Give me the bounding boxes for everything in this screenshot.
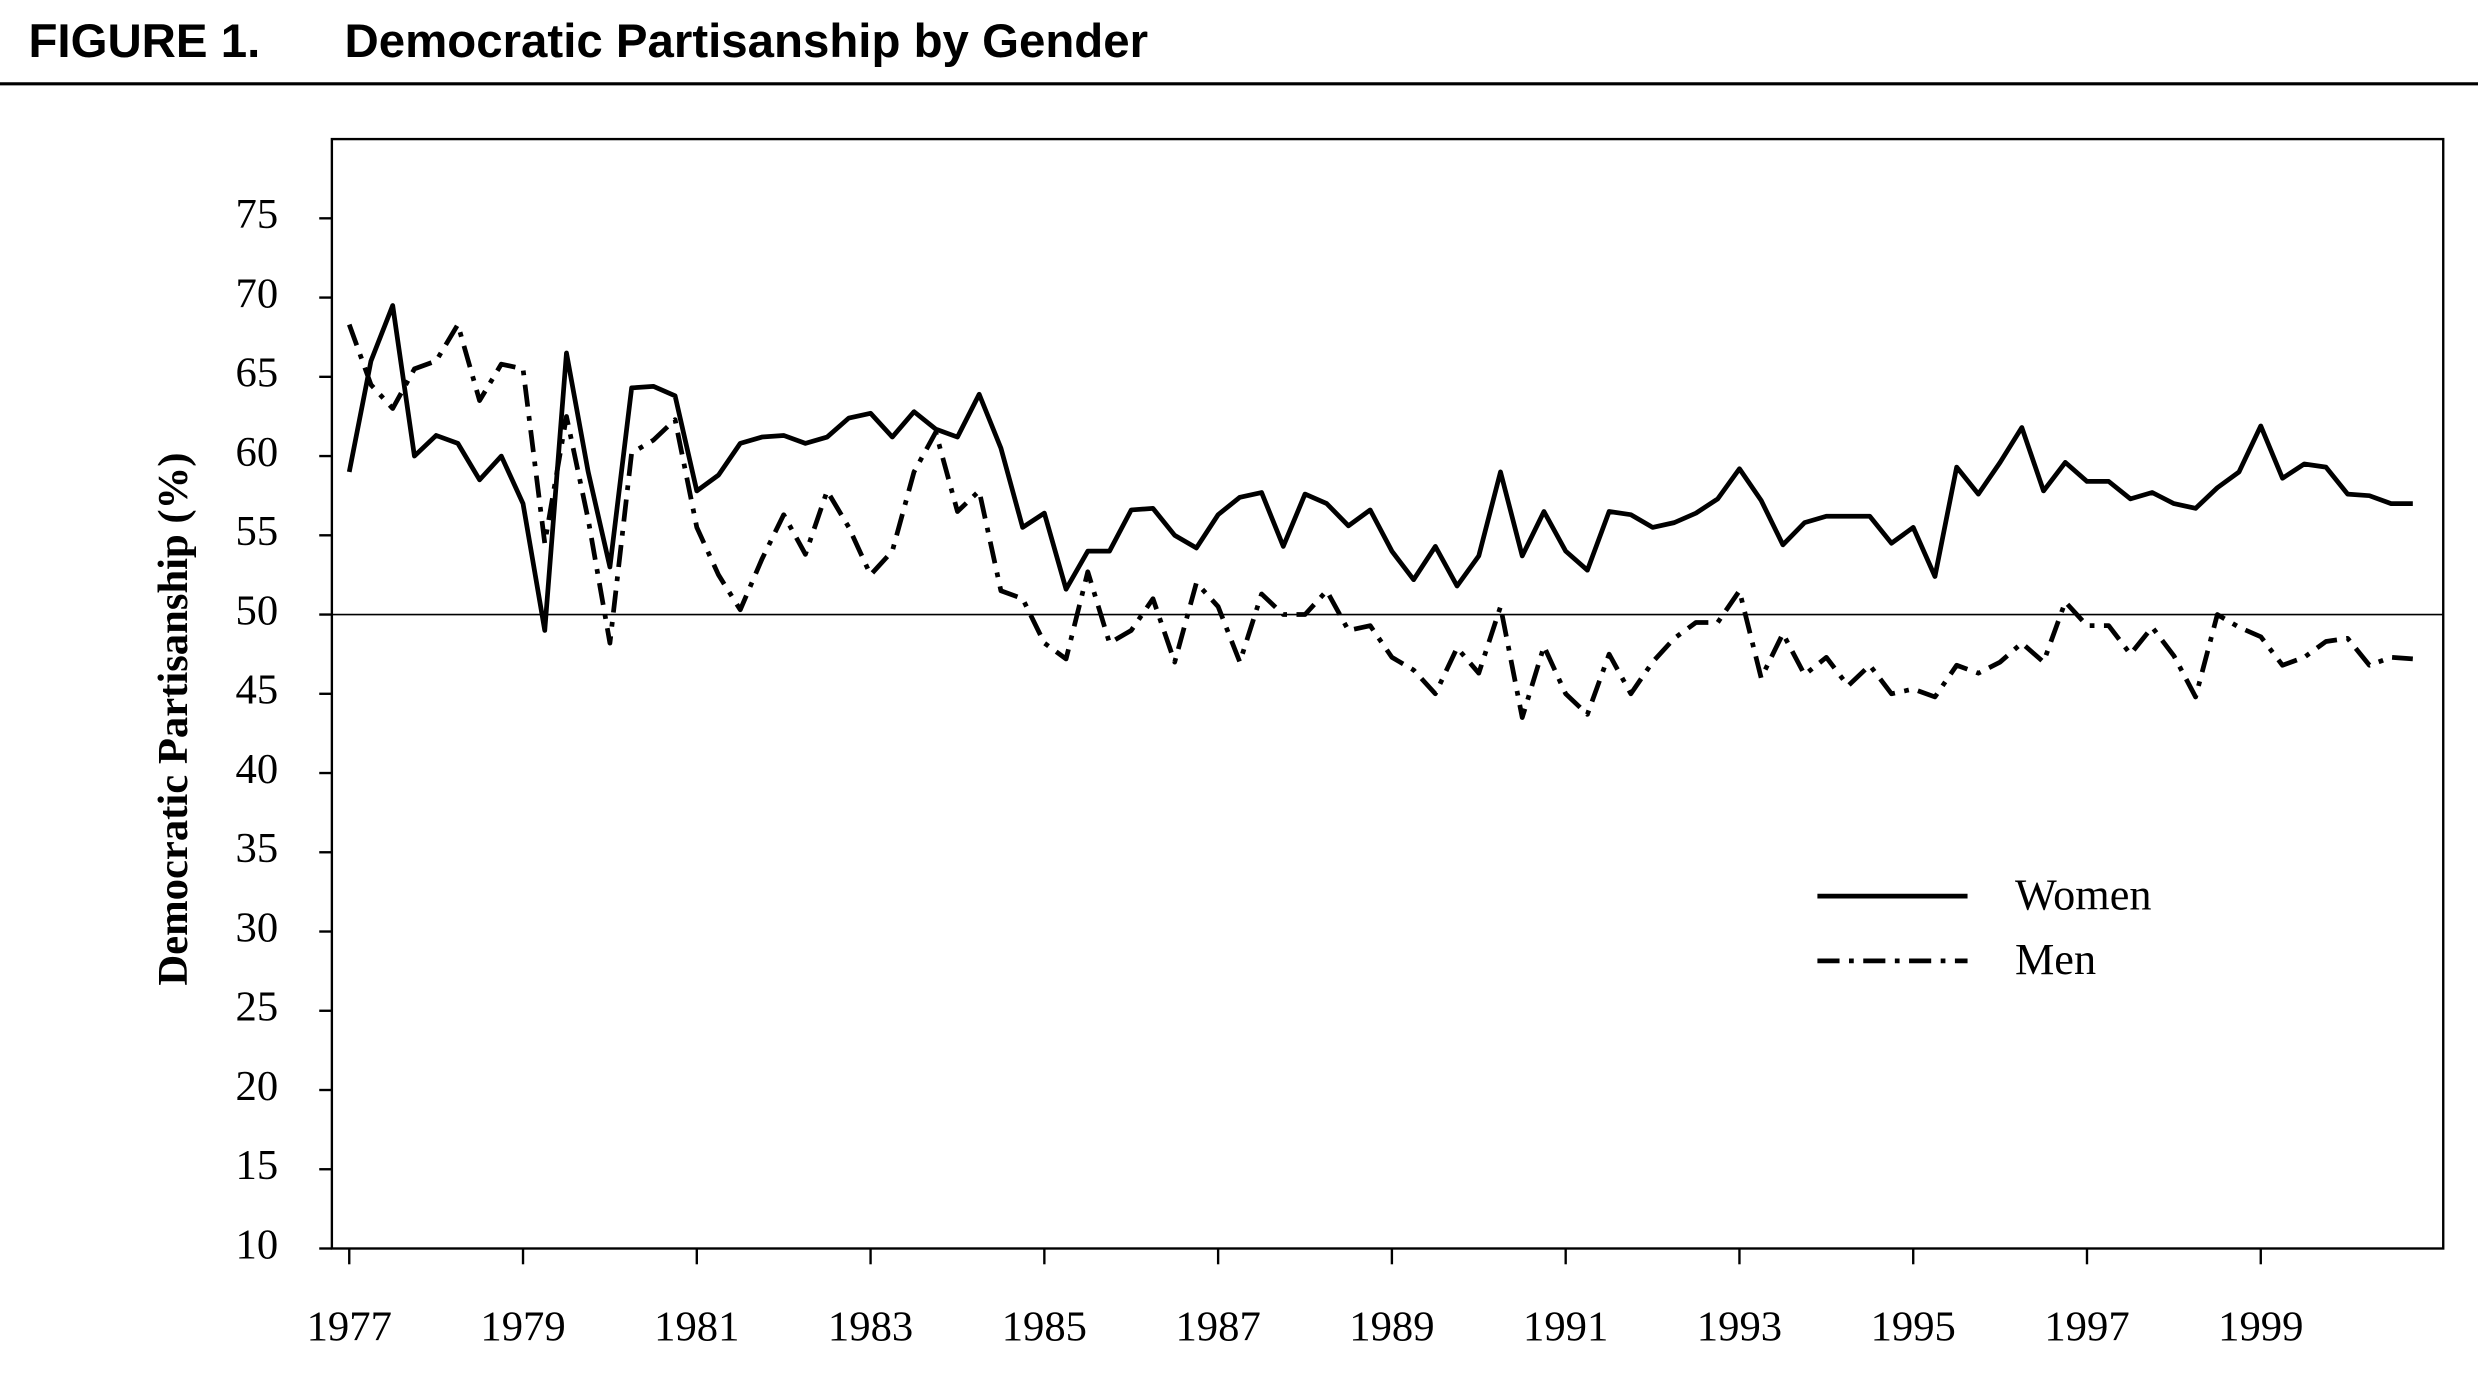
x-tick-label: 1979 [480,1303,565,1350]
x-tick-label: 1985 [1002,1303,1087,1350]
y-tick-label: 10 [235,1221,278,1268]
x-tick-label: 1977 [307,1303,392,1350]
x-tick-label: 1993 [1697,1303,1782,1350]
plot-frame [330,137,2445,1250]
y-tick-label: 55 [235,508,278,555]
y-tick-label: 70 [235,270,278,317]
y-tick-label: 20 [235,1063,278,1110]
x-tick-label: 1989 [1349,1303,1434,1350]
y-tick-label: 75 [235,191,278,238]
x-tick-label: 1987 [1175,1303,1260,1350]
y-tick-label: 65 [235,350,278,397]
y-tick-label: 50 [235,587,278,634]
x-tick-label: 1995 [1871,1303,1956,1350]
figure-label: FIGURE 1. [28,15,260,68]
legend-label: Men [2015,935,2096,984]
legend-label: Women [2015,870,2152,919]
y-tick-label: 25 [235,984,278,1031]
chart-title: Democratic Partisanship by Gender [345,15,1149,68]
x-tick-label: 1997 [2044,1303,2129,1350]
x-tick-label: 1983 [828,1303,913,1350]
data-line [347,322,2413,720]
y-tick-label: 45 [235,667,278,714]
y-tick-label: 60 [235,429,278,476]
x-tick-label: 1981 [654,1303,739,1350]
y-tick-label: 35 [235,825,278,872]
y-axis-label: Democratic Partisanship (%) [150,453,197,986]
x-tick-label: 1991 [1523,1303,1608,1350]
y-tick-label: 15 [235,1142,278,1189]
y-tick-label: 30 [235,904,278,951]
x-tick-label: 1999 [2218,1303,2303,1350]
data-line [346,303,2413,633]
y-tick-label: 40 [235,746,278,793]
